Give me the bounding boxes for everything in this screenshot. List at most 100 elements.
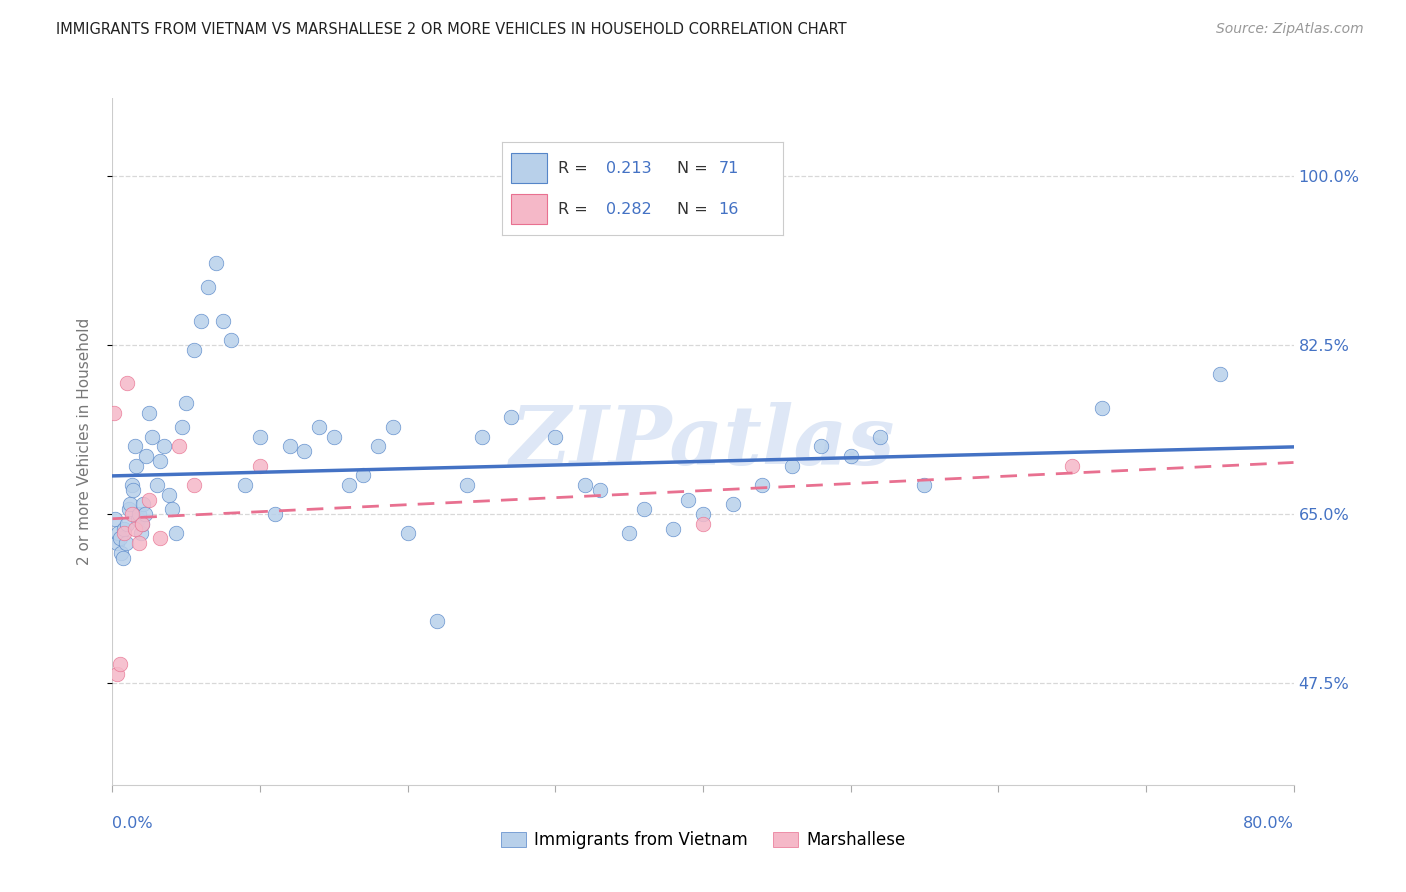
Point — [135, 449, 157, 463]
Text: 16: 16 — [718, 202, 740, 217]
Point — [120, 497, 142, 511]
Point — [124, 522, 146, 536]
Point — [633, 502, 655, 516]
Point — [170, 420, 193, 434]
Point — [118, 502, 141, 516]
Point — [112, 526, 135, 541]
Point — [278, 439, 301, 453]
Point — [264, 507, 287, 521]
Point — [183, 478, 205, 492]
Point — [108, 531, 131, 545]
FancyBboxPatch shape — [510, 153, 547, 183]
Point — [367, 439, 389, 453]
Point — [205, 255, 228, 269]
Point — [396, 526, 419, 541]
Point — [174, 396, 197, 410]
Point — [103, 405, 125, 419]
Point — [128, 536, 150, 550]
Text: R =: R = — [558, 161, 593, 176]
Point — [190, 313, 212, 327]
Point — [127, 512, 149, 526]
Point — [138, 492, 160, 507]
Point — [1208, 367, 1232, 381]
Text: IMMIGRANTS FROM VIETNAM VS MARSHALLESE 2 OR MORE VEHICLES IN HOUSEHOLD CORRELATI: IMMIGRANTS FROM VIETNAM VS MARSHALLESE 2… — [56, 22, 846, 37]
Point — [352, 468, 374, 483]
Point — [149, 454, 172, 468]
Point — [662, 522, 685, 536]
Point — [183, 343, 205, 357]
Point — [165, 526, 187, 541]
Point — [751, 478, 773, 492]
Point — [104, 512, 127, 526]
Point — [692, 516, 714, 531]
Point — [678, 492, 700, 507]
Point — [117, 516, 138, 531]
Point — [574, 478, 596, 492]
Point — [138, 405, 160, 419]
Point — [160, 502, 183, 516]
Point — [153, 439, 176, 453]
Point — [141, 430, 163, 444]
Point — [780, 458, 803, 473]
Point — [197, 279, 219, 293]
Point — [426, 614, 449, 628]
Point — [323, 430, 346, 444]
Point — [914, 478, 936, 492]
Point — [308, 420, 330, 434]
Text: 80.0%: 80.0% — [1243, 816, 1294, 831]
Point — [249, 430, 271, 444]
Point — [501, 410, 523, 425]
Point — [839, 449, 862, 463]
Point — [105, 666, 128, 681]
Point — [112, 522, 135, 536]
Point — [149, 531, 172, 545]
Point — [105, 536, 128, 550]
Point — [108, 657, 131, 671]
Point — [124, 439, 146, 453]
Point — [382, 420, 405, 434]
Point — [212, 313, 235, 327]
Point — [129, 526, 152, 541]
Point — [110, 546, 132, 560]
Point — [167, 439, 190, 453]
Point — [132, 497, 155, 511]
Point — [721, 497, 744, 511]
Text: 0.213: 0.213 — [606, 161, 652, 176]
Point — [131, 516, 153, 531]
Text: 0.282: 0.282 — [606, 202, 652, 217]
FancyBboxPatch shape — [510, 194, 547, 224]
Point — [125, 458, 148, 473]
Text: Source: ZipAtlas.com: Source: ZipAtlas.com — [1216, 22, 1364, 37]
Point — [117, 376, 138, 391]
Point — [249, 458, 271, 473]
Point — [233, 478, 256, 492]
Point — [121, 478, 143, 492]
Point — [219, 333, 242, 347]
Legend: Immigrants from Vietnam, Marshallese: Immigrants from Vietnam, Marshallese — [494, 824, 912, 855]
Point — [810, 439, 832, 453]
Point — [692, 507, 714, 521]
Point — [292, 444, 315, 458]
Point — [131, 516, 153, 531]
Y-axis label: 2 or more Vehicles in Household: 2 or more Vehicles in Household — [77, 318, 91, 566]
Point — [122, 483, 145, 497]
Point — [1091, 401, 1114, 415]
Point — [470, 430, 494, 444]
Text: R =: R = — [558, 202, 593, 217]
Point — [619, 526, 641, 541]
Point — [337, 478, 360, 492]
Point — [128, 507, 150, 521]
Point — [114, 536, 136, 550]
Point — [1062, 458, 1084, 473]
Point — [111, 550, 134, 565]
Text: 71: 71 — [718, 161, 740, 176]
Point — [121, 507, 143, 521]
Point — [588, 483, 610, 497]
Point — [146, 478, 169, 492]
Point — [107, 526, 129, 541]
Text: N =: N = — [676, 161, 713, 176]
Text: ZIPatlas: ZIPatlas — [510, 401, 896, 482]
Text: N =: N = — [676, 202, 713, 217]
Point — [157, 488, 180, 502]
Point — [544, 430, 567, 444]
